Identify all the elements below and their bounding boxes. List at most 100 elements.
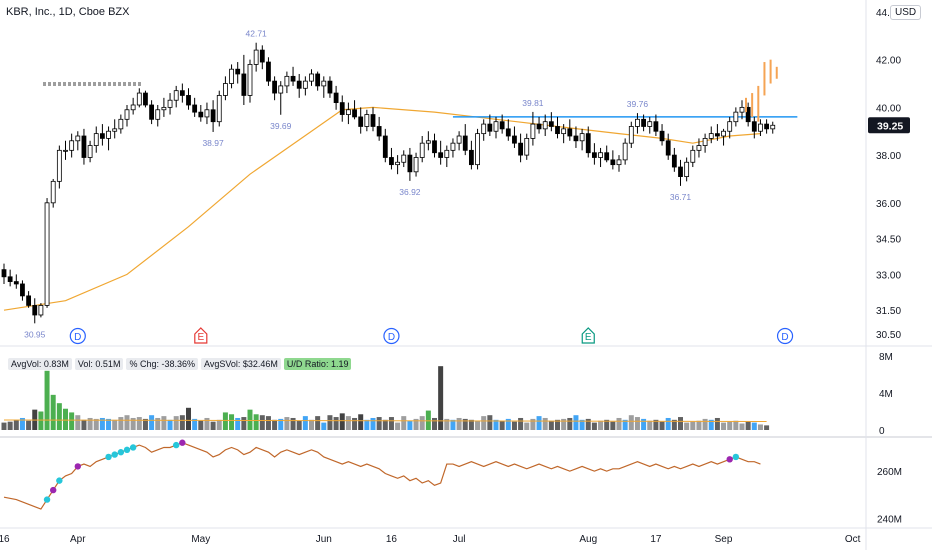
candle-body [167,99,173,108]
candle-body [81,135,87,158]
candle [708,126,714,144]
candle-body [401,154,407,163]
candle [358,107,364,134]
candle [143,90,148,108]
volume-bar [44,370,50,430]
candle [579,128,585,151]
candle [444,145,450,168]
candle-body [715,133,720,137]
stat-ud-ratio: U/D Ratio: 1.19 [283,358,352,370]
price-tick-label: 42.00 [876,56,901,67]
candle [364,109,370,132]
candle-body [130,104,136,111]
volume-bar [542,417,548,430]
volume-bar [186,407,191,430]
candle-body [542,121,548,130]
volume-bar [339,413,345,430]
candle [499,114,505,134]
volume-bar [161,416,167,430]
candle [524,133,530,160]
candle-body [419,142,425,158]
volume-bar [505,418,511,430]
dividend-event-icon [776,327,794,345]
candle-body [678,166,683,177]
candle-body [13,281,19,285]
volume-bar [456,417,462,430]
candle-body [75,135,81,142]
candle-body [309,73,314,82]
volume-bar [1,422,7,430]
candle [647,116,653,134]
volume-bar [745,421,751,430]
candle-body [149,104,155,120]
candle-body [475,133,480,166]
price-tick-label: 40.00 [876,103,901,114]
candle-body [229,68,234,84]
chart-title: KBR, Inc., 1D, Cboe BZX [6,6,130,18]
candle [38,303,44,318]
candle-body [739,106,745,113]
volume-bar [432,417,437,430]
volume-bar [714,417,720,430]
volume-bar [99,417,105,430]
volume-bar [63,408,68,430]
candle-body [665,140,671,156]
candle [536,116,542,134]
candle [309,69,314,86]
candle-body [659,130,665,142]
volume-bar [149,415,155,430]
candle [339,95,345,122]
candle [93,126,99,153]
candle-body [610,159,616,166]
candle-body [253,49,259,65]
volume-bar [136,417,142,430]
candle-body [745,106,751,123]
candle [542,114,548,137]
candle-body [272,80,278,94]
candle-body [321,80,327,87]
volume-bar [678,417,683,430]
candle-body [395,161,401,166]
candle-body [63,149,68,152]
candle [438,140,444,165]
volume-bar [173,416,179,430]
candle [124,104,130,127]
volume-bar [142,418,148,430]
candle-body [210,109,216,123]
candle-body [284,75,290,87]
candle-body [468,149,474,166]
candle-body [616,159,622,166]
candle-body [173,90,179,101]
volume-bar [296,420,302,430]
candle-body [555,126,560,135]
candle [192,97,198,117]
candle [100,124,105,146]
volume-bar [764,425,770,430]
candle [63,140,68,160]
price-tick-label: 33.00 [876,270,901,281]
time-tick-label: Jun [316,534,332,545]
candle-body [247,64,253,96]
candle-body [413,157,419,173]
candle [690,145,696,168]
candle-body [456,135,462,144]
candle-body [192,104,198,113]
candle [462,124,468,156]
price-annotation: 38.97 [202,138,224,148]
event-label: E [585,332,592,343]
candle [481,119,487,141]
candle-body [432,140,437,154]
volume-bar [284,417,290,430]
currency-button[interactable]: USD [890,5,922,20]
volume-bar [124,415,130,430]
candle [302,76,308,96]
volume-bar [358,414,364,430]
candle [235,62,241,84]
candle [561,124,567,144]
volume-bar [684,422,690,430]
volume-bar [7,421,13,430]
volume-bar [647,420,653,430]
rs-new-high-dot [123,446,131,454]
candle-body [186,95,191,106]
